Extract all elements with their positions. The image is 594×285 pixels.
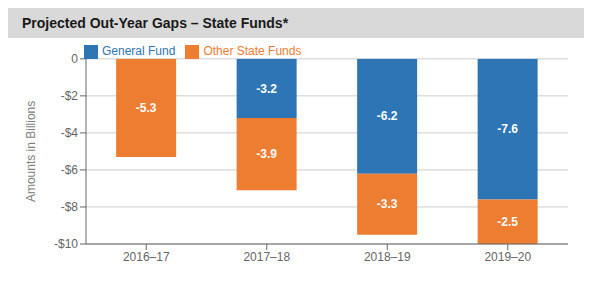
svg-text:2018–19: 2018–19 xyxy=(364,250,411,264)
svg-text:-3.9: -3.9 xyxy=(256,147,277,161)
svg-text:2016–17: 2016–17 xyxy=(123,250,170,264)
svg-text:-7.6: -7.6 xyxy=(497,122,518,136)
svg-text:-5.3: -5.3 xyxy=(136,101,157,115)
svg-text:-6.2: -6.2 xyxy=(377,109,398,123)
svg-text:Amounts in Billions: Amounts in Billions xyxy=(24,101,38,202)
svg-text:-$2: -$2 xyxy=(61,89,79,103)
svg-text:-$6: -$6 xyxy=(61,163,79,177)
svg-text:2019–20: 2019–20 xyxy=(484,250,531,264)
html-text:General Fund: General Fund xyxy=(102,44,176,58)
svg-text:-$4: -$4 xyxy=(61,126,79,140)
svg-text:-3.3: -3.3 xyxy=(377,197,398,211)
svg-text:-$8: -$8 xyxy=(61,200,79,214)
svg-text:-$10: -$10 xyxy=(54,237,78,251)
svg-text:2017–18: 2017–18 xyxy=(243,250,290,264)
html-text:Projected Out-Year Gaps – Stat: Projected Out-Year Gaps – State Funds* xyxy=(22,15,289,31)
svg-text:-3.2: -3.2 xyxy=(256,82,277,96)
svg-text:0: 0 xyxy=(71,52,78,66)
svg-text:-2.5: -2.5 xyxy=(497,215,518,229)
html-text:Other State Funds: Other State Funds xyxy=(203,44,302,58)
